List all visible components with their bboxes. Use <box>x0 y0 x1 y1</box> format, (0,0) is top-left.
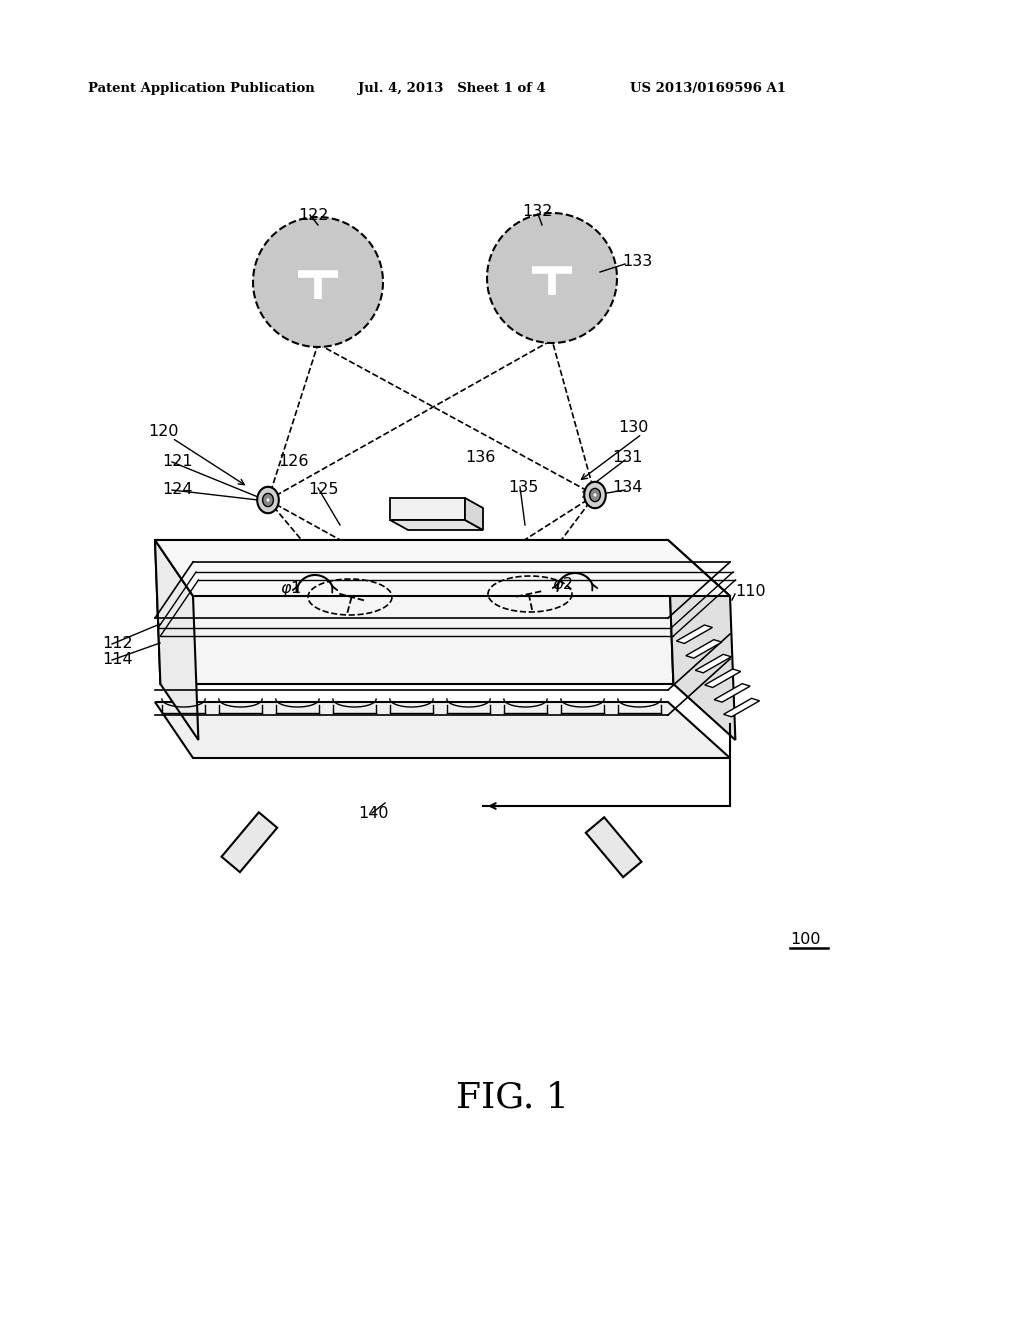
Text: 122: 122 <box>298 207 329 223</box>
Text: 100: 100 <box>790 932 820 948</box>
Polygon shape <box>390 498 465 520</box>
Polygon shape <box>253 216 383 347</box>
Text: $\varphi$2: $\varphi$2 <box>552 576 573 594</box>
Text: FIG. 1: FIG. 1 <box>456 1080 568 1114</box>
Text: 120: 120 <box>148 425 178 440</box>
Text: 136: 136 <box>465 450 496 466</box>
Polygon shape <box>465 498 483 531</box>
Text: 124: 124 <box>162 483 193 498</box>
Ellipse shape <box>590 488 600 502</box>
Polygon shape <box>586 817 641 878</box>
Text: $\varphi$1: $\varphi$1 <box>280 578 301 598</box>
Polygon shape <box>668 540 735 741</box>
Text: 132: 132 <box>522 205 552 219</box>
Text: 131: 131 <box>612 450 642 466</box>
Polygon shape <box>155 702 730 758</box>
Ellipse shape <box>266 499 269 502</box>
Text: 135: 135 <box>508 480 539 495</box>
Polygon shape <box>677 624 713 643</box>
Text: 125: 125 <box>308 483 339 498</box>
Text: 134: 134 <box>612 480 642 495</box>
Text: 133: 133 <box>622 255 652 269</box>
Text: 140: 140 <box>358 805 388 821</box>
Polygon shape <box>705 669 740 688</box>
Polygon shape <box>221 812 278 873</box>
Ellipse shape <box>585 482 606 508</box>
Polygon shape <box>390 520 483 531</box>
Text: 126: 126 <box>278 454 308 470</box>
Text: 130: 130 <box>618 421 648 436</box>
Polygon shape <box>155 540 674 684</box>
Polygon shape <box>714 684 751 702</box>
Ellipse shape <box>257 487 279 513</box>
Text: Jul. 4, 2013   Sheet 1 of 4: Jul. 4, 2013 Sheet 1 of 4 <box>358 82 546 95</box>
Text: 110: 110 <box>735 585 766 599</box>
Polygon shape <box>487 213 617 343</box>
Polygon shape <box>695 655 731 673</box>
Text: 112: 112 <box>102 636 133 652</box>
Polygon shape <box>686 640 722 659</box>
Text: Patent Application Publication: Patent Application Publication <box>88 82 314 95</box>
Polygon shape <box>724 698 760 717</box>
Polygon shape <box>155 540 199 741</box>
Text: 114: 114 <box>102 652 133 668</box>
Ellipse shape <box>594 494 596 496</box>
Ellipse shape <box>262 494 273 507</box>
Text: US 2013/0169596 A1: US 2013/0169596 A1 <box>630 82 786 95</box>
Text: 121: 121 <box>162 454 193 470</box>
Polygon shape <box>155 540 730 597</box>
